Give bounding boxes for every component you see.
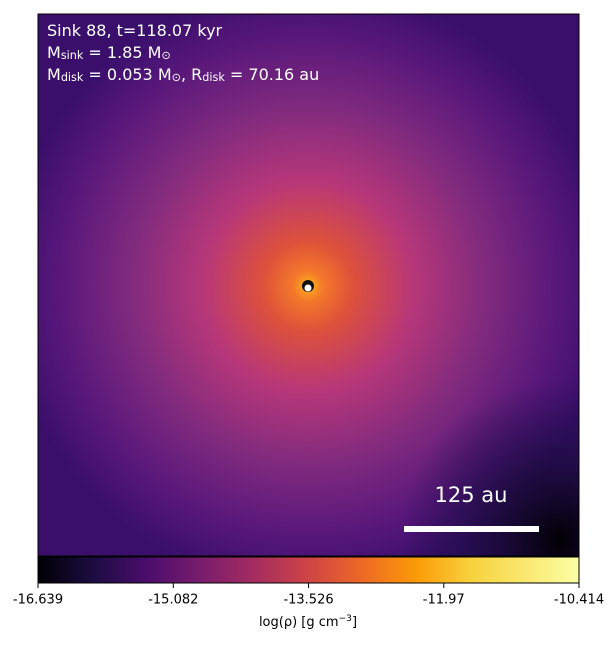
tick-label: -11.97 bbox=[423, 593, 465, 608]
text-part: = 1.85 M bbox=[83, 43, 161, 62]
subscript: ⊙ bbox=[161, 49, 170, 62]
rich-text: Msink = 1.85 M⊙ bbox=[47, 43, 171, 62]
text-part: log(ρ) [g cm bbox=[259, 615, 339, 630]
rich-text: Mdisk = 0.053 M⊙, Rdisk = 70.16 au bbox=[47, 65, 319, 84]
scale-bar-label: 125 au bbox=[435, 483, 508, 507]
text-part: ] bbox=[352, 615, 357, 630]
colorbar-axis: -16.639 -15.082 -13.526 -11.97 -10.414 log(ρ)… bbox=[13, 583, 604, 630]
text-part: M bbox=[47, 43, 61, 62]
rich-text: log(ρ) [g cm−3] bbox=[259, 614, 357, 630]
sink-marker bbox=[302, 280, 314, 292]
tick-label: -16.639 bbox=[13, 593, 63, 608]
text-part: , R bbox=[181, 65, 202, 84]
tick-label: -10.414 bbox=[554, 593, 604, 608]
subscript: disk bbox=[61, 71, 84, 84]
subscript: disk bbox=[202, 71, 225, 84]
subscript: ⊙ bbox=[172, 71, 181, 84]
colorbar bbox=[37, 556, 580, 584]
text-part: M bbox=[47, 65, 61, 84]
tick-label: -13.526 bbox=[283, 593, 333, 608]
tick-label: -15.082 bbox=[148, 593, 198, 608]
text-part: Sink 88, t=118.07 kyr bbox=[47, 21, 223, 40]
text-part: = 0.053 M bbox=[83, 65, 171, 84]
rich-text: Sink 88, t=118.07 kyr bbox=[47, 21, 223, 40]
subscript: sink bbox=[61, 49, 84, 62]
superscript: −3 bbox=[339, 614, 353, 624]
text-part: = 70.16 au bbox=[225, 65, 319, 84]
